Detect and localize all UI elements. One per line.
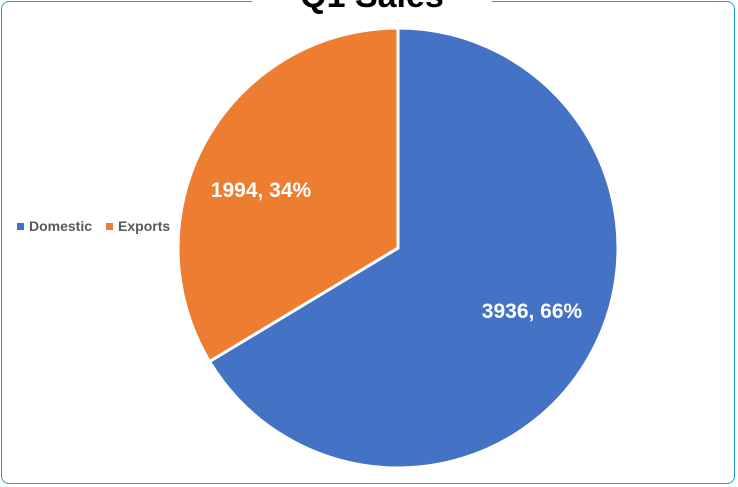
legend-item-exports: Exports: [106, 218, 170, 234]
legend-swatch-exports: [106, 222, 114, 230]
data-label-exports: 1994, 34%: [211, 179, 312, 202]
legend-swatch-domestic: [17, 222, 24, 230]
chart-title: Q1 Sales: [252, 0, 492, 16]
legend-item-domestic: Domestic: [17, 218, 92, 234]
pie-slice-exports: [176, 26, 400, 364]
data-label-domestic: 3936, 66%: [482, 300, 583, 323]
legend: Domestic Exports: [17, 218, 184, 234]
legend-label-exports: Exports: [118, 218, 171, 234]
pie-slice-domestic: [207, 26, 620, 470]
pie-slices: [176, 26, 620, 470]
legend-label-domestic: Domestic: [29, 218, 93, 234]
pie-labels: 3936, 66% 1994, 34%: [211, 179, 583, 323]
